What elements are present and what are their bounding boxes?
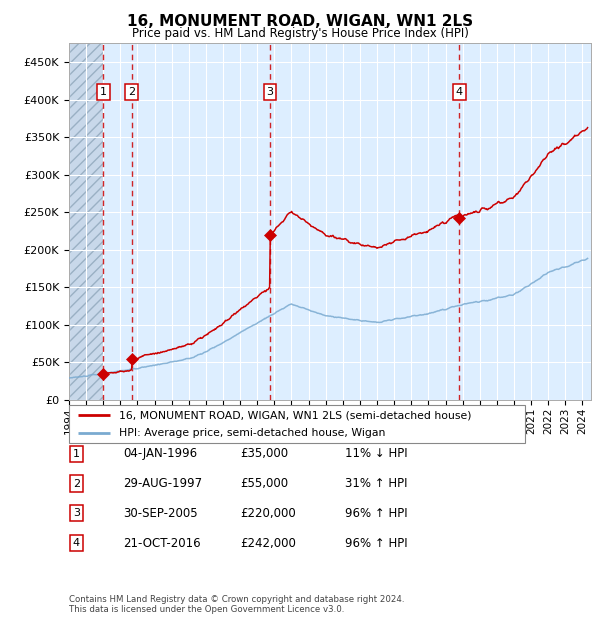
Bar xyxy=(69,43,103,400)
Text: 31% ↑ HPI: 31% ↑ HPI xyxy=(345,477,407,490)
Text: 96% ↑ HPI: 96% ↑ HPI xyxy=(345,507,407,520)
Text: 21-OCT-2016: 21-OCT-2016 xyxy=(123,537,200,549)
Text: HPI: Average price, semi-detached house, Wigan: HPI: Average price, semi-detached house,… xyxy=(119,428,386,438)
Text: 29-AUG-1997: 29-AUG-1997 xyxy=(123,477,202,490)
Text: 3: 3 xyxy=(73,508,80,518)
Text: 3: 3 xyxy=(266,87,274,97)
Text: 2: 2 xyxy=(128,87,135,97)
Text: This data is licensed under the Open Government Licence v3.0.: This data is licensed under the Open Gov… xyxy=(69,604,344,614)
Text: 30-SEP-2005: 30-SEP-2005 xyxy=(123,507,197,520)
Text: 4: 4 xyxy=(73,538,80,548)
Text: £242,000: £242,000 xyxy=(240,537,296,549)
FancyBboxPatch shape xyxy=(69,405,525,443)
Text: £35,000: £35,000 xyxy=(240,448,288,460)
Text: Contains HM Land Registry data © Crown copyright and database right 2024.: Contains HM Land Registry data © Crown c… xyxy=(69,595,404,604)
Text: 96% ↑ HPI: 96% ↑ HPI xyxy=(345,537,407,549)
Text: 16, MONUMENT ROAD, WIGAN, WN1 2LS (semi-detached house): 16, MONUMENT ROAD, WIGAN, WN1 2LS (semi-… xyxy=(119,410,472,420)
Text: £220,000: £220,000 xyxy=(240,507,296,520)
Text: 1: 1 xyxy=(100,87,107,97)
Text: £55,000: £55,000 xyxy=(240,477,288,490)
Text: 16, MONUMENT ROAD, WIGAN, WN1 2LS: 16, MONUMENT ROAD, WIGAN, WN1 2LS xyxy=(127,14,473,29)
Bar xyxy=(69,43,103,400)
Text: 1: 1 xyxy=(73,449,80,459)
Text: Price paid vs. HM Land Registry's House Price Index (HPI): Price paid vs. HM Land Registry's House … xyxy=(131,27,469,40)
Text: 4: 4 xyxy=(455,87,463,97)
Text: 04-JAN-1996: 04-JAN-1996 xyxy=(123,448,197,460)
Text: 2: 2 xyxy=(73,479,80,489)
Text: 11% ↓ HPI: 11% ↓ HPI xyxy=(345,448,407,460)
